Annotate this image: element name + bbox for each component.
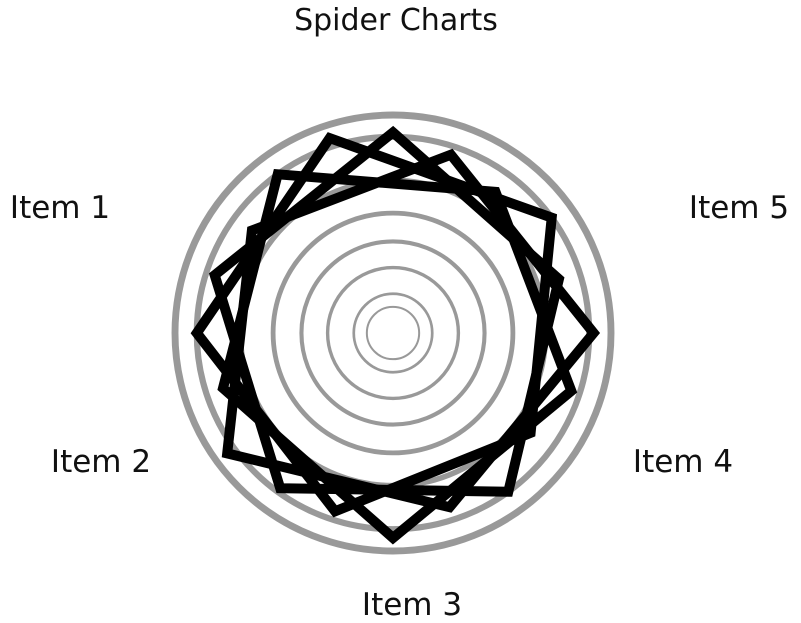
- axis-label-item-5: Item 5: [689, 190, 789, 226]
- grid-ring: [270, 210, 516, 456]
- series-polygon-4: [190, 132, 558, 518]
- chart-title: Spider Charts: [294, 3, 498, 38]
- axis-label-item-3: Item 3: [362, 587, 462, 623]
- grid-ring: [325, 265, 461, 401]
- series-polygon-2: [221, 148, 601, 513]
- series-group: [190, 125, 601, 545]
- axis-label-item-2: Item 2: [51, 444, 151, 480]
- axis-label-item-4: Item 4: [633, 444, 733, 480]
- grid-ring: [171, 111, 615, 555]
- axis-label-item-1: Item 1: [10, 190, 110, 226]
- grid-ring: [299, 239, 487, 427]
- grid-ring: [193, 133, 593, 533]
- grid-ring: [365, 305, 421, 361]
- series-polygon-3: [217, 168, 578, 545]
- grid-ring: [352, 292, 434, 374]
